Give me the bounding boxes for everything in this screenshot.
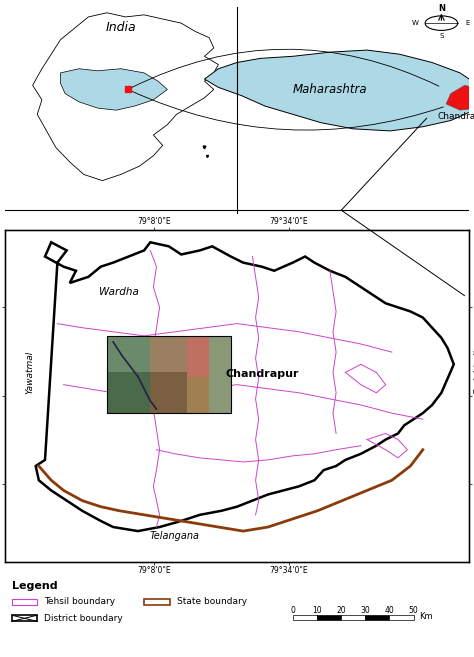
Text: Chandrapur: Chandrapur — [225, 369, 299, 378]
Text: Legend: Legend — [12, 581, 57, 591]
Bar — [107, 336, 231, 413]
Polygon shape — [446, 85, 474, 110]
Polygon shape — [36, 242, 454, 531]
Text: Maharashtra: Maharashtra — [292, 83, 367, 96]
Text: State boundary: State boundary — [177, 597, 247, 606]
Bar — [107, 336, 231, 413]
Text: 30: 30 — [360, 606, 370, 615]
Text: 40: 40 — [384, 606, 394, 615]
Text: Km: Km — [419, 612, 433, 621]
Bar — [107, 373, 150, 413]
Text: E: E — [465, 20, 470, 26]
Bar — [209, 336, 231, 413]
Bar — [187, 336, 209, 376]
Bar — [187, 376, 209, 413]
Text: 20: 20 — [336, 606, 346, 615]
Bar — [389, 615, 413, 620]
Text: Wardha: Wardha — [100, 287, 139, 297]
Text: Tehsil boundary: Tehsil boundary — [44, 597, 115, 606]
Bar — [341, 615, 365, 620]
Text: 50: 50 — [409, 606, 419, 615]
Bar — [12, 615, 37, 622]
Bar — [365, 615, 389, 620]
Text: N: N — [438, 3, 445, 12]
Text: District boundary: District boundary — [44, 614, 123, 623]
Bar — [150, 336, 187, 373]
Polygon shape — [33, 12, 219, 181]
Text: W: W — [411, 20, 419, 26]
Text: Telangana: Telangana — [150, 532, 200, 541]
Bar — [144, 599, 170, 605]
Polygon shape — [61, 69, 167, 110]
Bar — [107, 336, 150, 373]
Bar — [12, 599, 37, 605]
Text: India: India — [106, 21, 136, 34]
Bar — [293, 615, 317, 620]
Text: 10: 10 — [312, 606, 322, 615]
Bar — [150, 373, 187, 413]
Text: Yawatmal: Yawatmal — [25, 351, 34, 394]
Text: Chandrapur: Chandrapur — [438, 112, 474, 121]
Text: S: S — [439, 33, 444, 39]
Polygon shape — [204, 50, 474, 131]
Text: 0: 0 — [290, 606, 295, 615]
Bar — [317, 615, 341, 620]
